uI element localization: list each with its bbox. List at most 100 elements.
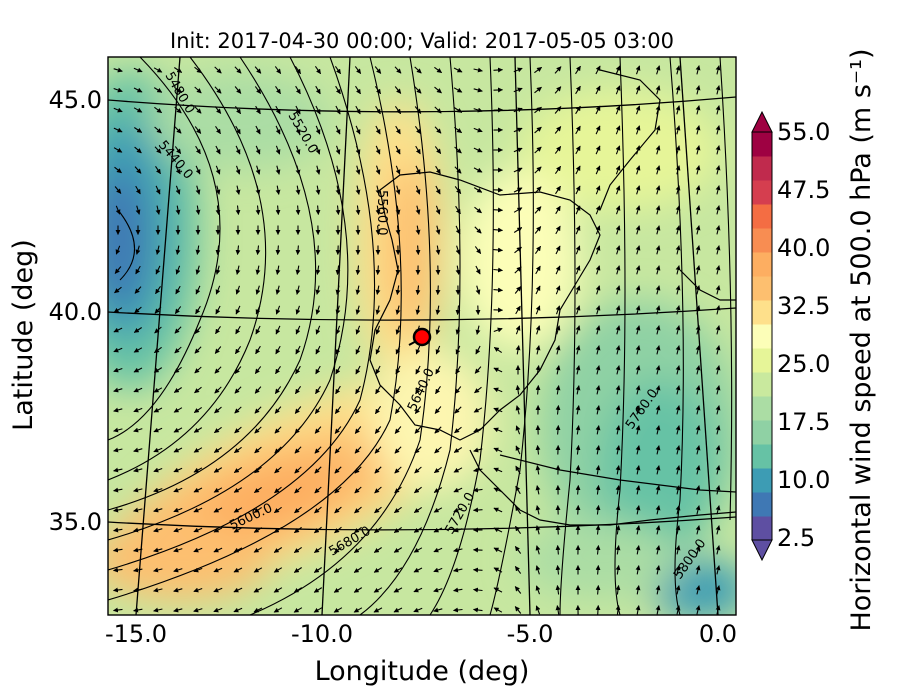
wind-arrow xyxy=(255,265,261,275)
wind-arrow xyxy=(554,146,562,154)
wind-arrow xyxy=(695,405,701,415)
wind-arrow xyxy=(215,145,221,155)
map-area: 5480.0 5520.0 5440.0 5560.0 5600.0 5640.… xyxy=(108,57,736,615)
wind-arrow xyxy=(454,166,462,174)
wind-arrow xyxy=(655,325,661,335)
wind-arrow xyxy=(655,65,661,75)
wind-arrow xyxy=(453,467,463,473)
wind-arrow xyxy=(355,265,361,275)
wind-arrow xyxy=(615,325,621,335)
wind-arrow xyxy=(635,545,641,555)
colorbar-segment xyxy=(752,156,772,181)
wind-arrow xyxy=(133,527,143,533)
wind-arrow xyxy=(113,567,123,573)
wind-arrow xyxy=(514,546,522,554)
wind-arrow xyxy=(135,265,141,275)
wind-arrow xyxy=(173,487,183,493)
wind-arrow xyxy=(435,225,441,235)
wind-arrow xyxy=(394,105,402,115)
wind-arrow xyxy=(595,205,601,215)
wind-arrow xyxy=(214,426,222,434)
wind-arrow xyxy=(615,425,621,435)
wind-arrow xyxy=(615,585,621,595)
colorbar-extend-min xyxy=(751,539,773,562)
wind-arrow xyxy=(395,365,401,375)
wind-arrow xyxy=(155,165,161,175)
wind-arrow xyxy=(414,406,422,414)
wind-arrow xyxy=(275,105,281,115)
wind-arrow xyxy=(493,227,503,233)
colorbar-segment xyxy=(752,468,772,493)
wind-arrow xyxy=(334,526,342,534)
colorbar-tick-label: 25.0 xyxy=(777,350,830,378)
wind-arrow xyxy=(514,525,522,535)
wind-arrow xyxy=(534,86,542,94)
wind-arrow xyxy=(113,587,123,593)
wind-arrow xyxy=(173,447,183,453)
wind-arrow xyxy=(315,185,321,195)
wind-arrow xyxy=(515,305,521,315)
wind-arrow xyxy=(575,385,581,395)
wind-arrow xyxy=(315,325,321,335)
wind-arrow xyxy=(395,285,401,295)
wind-arrow xyxy=(454,186,462,194)
wind-arrow xyxy=(575,345,581,355)
wind-arrow xyxy=(335,205,341,215)
wind-arrow xyxy=(354,466,362,474)
wind-arrow xyxy=(715,445,721,455)
wind-arrow xyxy=(315,165,321,175)
wind-arrow xyxy=(555,185,561,195)
wind-arrow xyxy=(333,567,343,573)
wind-arrow xyxy=(535,365,541,375)
wind-arrow xyxy=(473,587,483,593)
wind-arrow xyxy=(393,567,403,573)
wind-arrow xyxy=(393,587,403,593)
wind-arrow xyxy=(295,245,301,255)
wind-arrow xyxy=(334,406,342,414)
wind-arrow xyxy=(234,446,242,454)
wind-arrow xyxy=(435,305,441,315)
wind-arrow xyxy=(475,285,481,295)
wind-arrow xyxy=(314,65,322,75)
wind-arrow xyxy=(695,125,701,135)
wind-arrow xyxy=(635,485,641,495)
wind-arrow xyxy=(355,185,361,195)
wind-arrow xyxy=(355,105,361,115)
wind-arrow xyxy=(175,205,181,215)
wind-arrow xyxy=(195,205,201,215)
wind-arrow xyxy=(335,85,341,95)
wind-arrow xyxy=(575,85,581,95)
wind-arrow xyxy=(315,105,321,115)
wind-arrow xyxy=(695,425,701,435)
wind-arrow xyxy=(113,367,123,373)
wind-arrow xyxy=(394,506,402,514)
wind-arrow xyxy=(113,527,123,533)
wind-arrow xyxy=(294,446,302,454)
wind-arrow xyxy=(215,305,221,315)
wind-arrow xyxy=(535,565,541,575)
wind-arrow xyxy=(375,165,381,175)
wind-arrow xyxy=(535,545,541,555)
wind-arrow xyxy=(554,106,562,114)
wind-arrow xyxy=(273,567,283,573)
wind-arrow xyxy=(513,207,523,213)
wind-arrow xyxy=(254,406,262,414)
wind-arrow xyxy=(273,547,283,553)
wind-arrow xyxy=(133,387,143,393)
wind-arrow xyxy=(314,526,322,534)
wind-arrow xyxy=(174,346,182,354)
wind-arrow xyxy=(675,545,681,555)
contour-label: 5560.0 xyxy=(374,190,389,236)
wind-arrow xyxy=(655,545,661,555)
wind-arrow xyxy=(295,265,301,275)
wind-arrow xyxy=(173,467,183,473)
wind-arrow xyxy=(273,607,283,613)
wind-arrow xyxy=(675,325,681,335)
wind-arrow xyxy=(615,345,621,355)
wind-arrow xyxy=(493,527,503,533)
wind-arrow xyxy=(374,526,382,534)
wind-arrow xyxy=(615,265,621,275)
wind-arrow xyxy=(113,487,123,493)
wind-arrow xyxy=(615,85,621,95)
wind-arrow xyxy=(695,525,701,535)
